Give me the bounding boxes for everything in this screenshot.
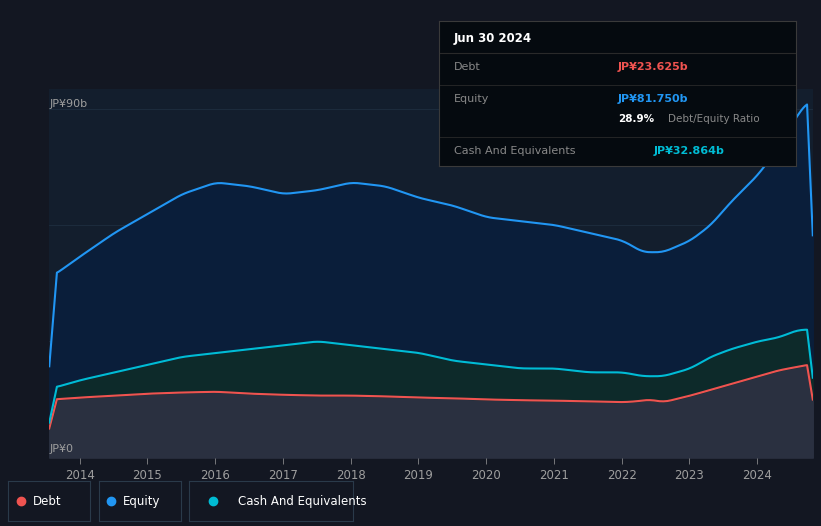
Text: Cash And Equivalents: Cash And Equivalents xyxy=(453,146,575,156)
Text: Equity: Equity xyxy=(453,94,488,104)
Text: JP¥81.750b: JP¥81.750b xyxy=(618,94,688,104)
Text: Debt: Debt xyxy=(453,62,480,73)
Text: Debt/Equity Ratio: Debt/Equity Ratio xyxy=(667,114,759,125)
Text: Cash And Equivalents: Cash And Equivalents xyxy=(238,494,367,508)
Text: 28.9%: 28.9% xyxy=(618,114,654,125)
Text: JP¥90b: JP¥90b xyxy=(50,99,88,109)
Text: JP¥0: JP¥0 xyxy=(50,444,74,454)
Text: Debt: Debt xyxy=(33,494,62,508)
Text: Jun 30 2024: Jun 30 2024 xyxy=(453,32,532,45)
Text: Equity: Equity xyxy=(123,494,161,508)
Text: JP¥23.625b: JP¥23.625b xyxy=(618,62,689,73)
Text: JP¥32.864b: JP¥32.864b xyxy=(654,146,724,156)
